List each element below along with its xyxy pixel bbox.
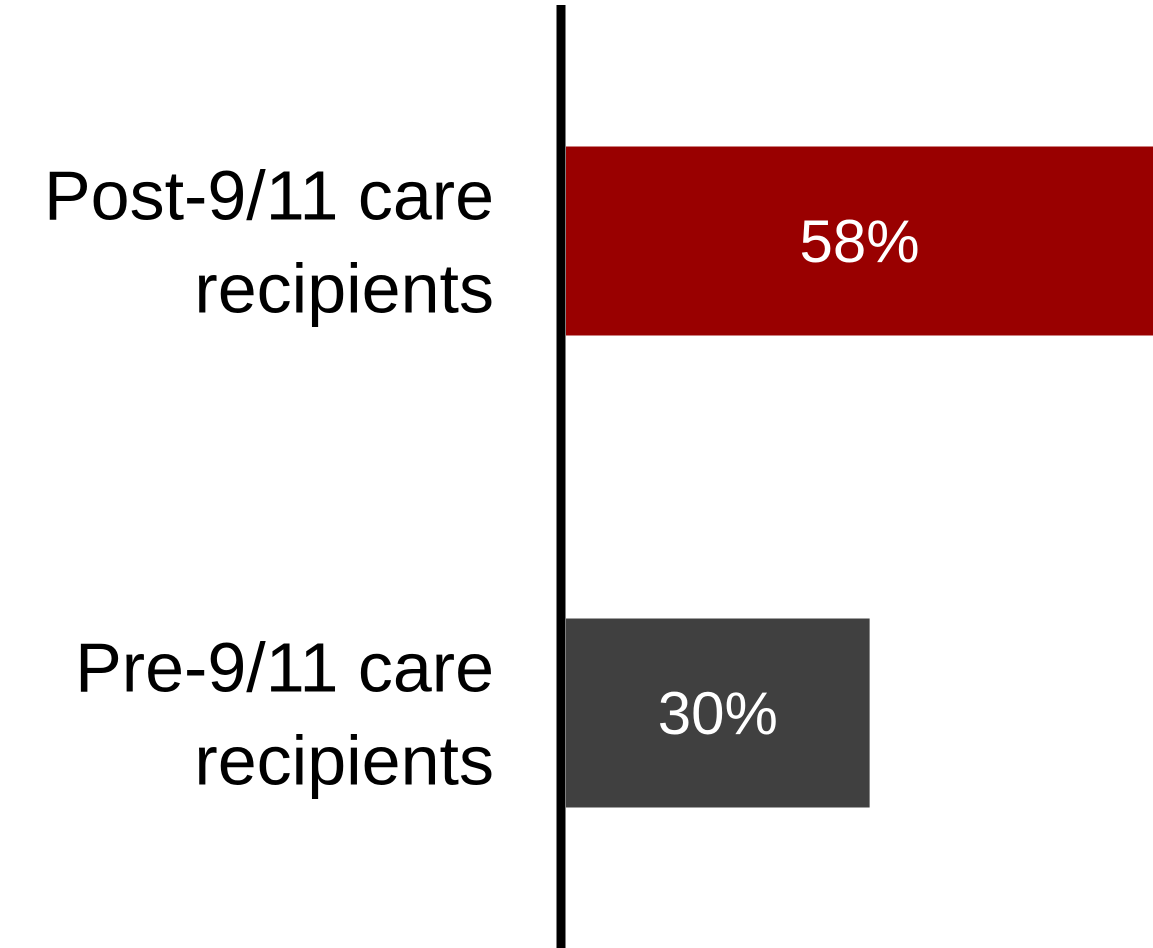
bar-value-label-1: 58%	[799, 208, 919, 275]
category-label-1-line-1: Post-9/11 care	[44, 157, 494, 235]
category-label-2-line-2: recipients	[194, 722, 494, 800]
category-label-1-line-2: recipients	[194, 250, 494, 328]
bar-2	[566, 618, 870, 808]
labels-layer: 58% Post-9/11 care recipients 30% Pre-9/11 c…	[44, 157, 920, 800]
category-label-2-line-1: Pre-9/11 care	[75, 629, 494, 707]
bar-1	[566, 146, 1153, 336]
bar-value-label-2: 30%	[658, 680, 778, 747]
bars-layer	[566, 146, 1153, 808]
